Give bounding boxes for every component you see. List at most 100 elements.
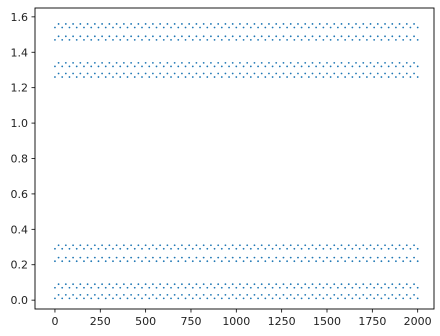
data-point — [336, 26, 339, 29]
y-tick-label: 1.0 — [11, 117, 29, 130]
data-point — [340, 35, 343, 38]
data-point — [210, 244, 212, 247]
x-tick-label: 0 — [51, 315, 58, 328]
data-point — [122, 283, 125, 286]
data-point — [104, 65, 107, 68]
data-point — [329, 26, 332, 29]
data-point — [235, 247, 238, 250]
x-tick-label: 1750 — [358, 315, 386, 328]
data-point — [260, 35, 263, 38]
data-point — [213, 247, 216, 250]
data-point — [344, 26, 347, 29]
data-point — [206, 65, 209, 68]
data-point — [57, 256, 60, 259]
data-point — [75, 65, 78, 68]
data-point — [380, 297, 383, 300]
data-point — [228, 38, 230, 41]
data-point — [395, 297, 397, 300]
data-point — [213, 297, 216, 300]
data-point — [264, 26, 267, 29]
data-point — [188, 61, 191, 64]
data-point — [355, 72, 357, 75]
data-point — [122, 23, 125, 25]
data-point — [416, 38, 419, 41]
data-point — [329, 297, 332, 300]
data-point — [329, 38, 332, 41]
data-point — [202, 23, 205, 25]
data-point — [115, 293, 118, 296]
data-point — [318, 61, 321, 64]
data-point — [358, 297, 361, 300]
data-point — [384, 35, 386, 38]
data-point — [195, 256, 198, 259]
x-tick-label: 250 — [90, 315, 111, 328]
data-point — [162, 38, 165, 41]
data-point — [126, 297, 129, 300]
data-point — [148, 247, 151, 250]
data-point — [108, 72, 111, 75]
data-point — [304, 244, 307, 247]
data-point — [141, 76, 143, 78]
data-point — [405, 293, 408, 296]
data-point — [108, 256, 111, 259]
plot-frame — [34, 7, 435, 310]
data-point — [402, 76, 405, 78]
data-point — [184, 260, 187, 263]
data-point — [376, 72, 379, 75]
data-point — [376, 23, 379, 25]
data-point — [101, 61, 103, 64]
data-point — [242, 26, 245, 29]
data-point — [133, 286, 136, 289]
data-point — [79, 283, 82, 286]
data-point — [307, 260, 310, 263]
data-point — [333, 72, 336, 75]
data-point — [380, 260, 383, 263]
data-point — [347, 244, 350, 247]
data-point — [86, 61, 89, 64]
data-point — [181, 293, 183, 296]
data-point — [68, 247, 71, 250]
data-point — [336, 260, 339, 263]
data-point — [90, 26, 93, 29]
data-point — [220, 260, 223, 263]
data-point — [72, 293, 74, 296]
data-point — [166, 23, 169, 25]
data-point — [278, 286, 281, 289]
data-point — [199, 65, 201, 68]
data-point — [268, 256, 270, 259]
data-point — [177, 247, 180, 250]
data-point — [213, 260, 216, 263]
data-point — [416, 297, 419, 300]
data-point — [119, 247, 122, 250]
data-point — [282, 256, 285, 259]
data-point — [249, 76, 252, 78]
data-point — [57, 283, 60, 286]
data-point — [271, 297, 274, 300]
data-point — [384, 72, 386, 75]
data-point — [184, 38, 187, 41]
data-point — [395, 286, 397, 289]
data-point — [257, 247, 259, 250]
data-point — [112, 76, 114, 78]
data-point — [366, 247, 368, 250]
data-point — [278, 297, 281, 300]
data-point — [398, 72, 401, 75]
data-point — [112, 26, 114, 29]
data-point — [326, 72, 328, 75]
data-point — [395, 26, 397, 29]
data-point — [97, 247, 100, 250]
data-point — [191, 286, 194, 289]
data-point — [318, 35, 321, 38]
data-point — [173, 61, 176, 64]
data-point — [104, 260, 107, 263]
data-point — [253, 61, 256, 64]
data-point — [119, 76, 122, 78]
data-point — [64, 35, 67, 38]
data-point — [108, 23, 111, 25]
data-point — [336, 76, 339, 78]
data-point — [286, 260, 288, 263]
data-point — [72, 23, 74, 25]
data-point — [402, 38, 405, 41]
data-point — [151, 23, 154, 25]
data-point — [376, 35, 379, 38]
